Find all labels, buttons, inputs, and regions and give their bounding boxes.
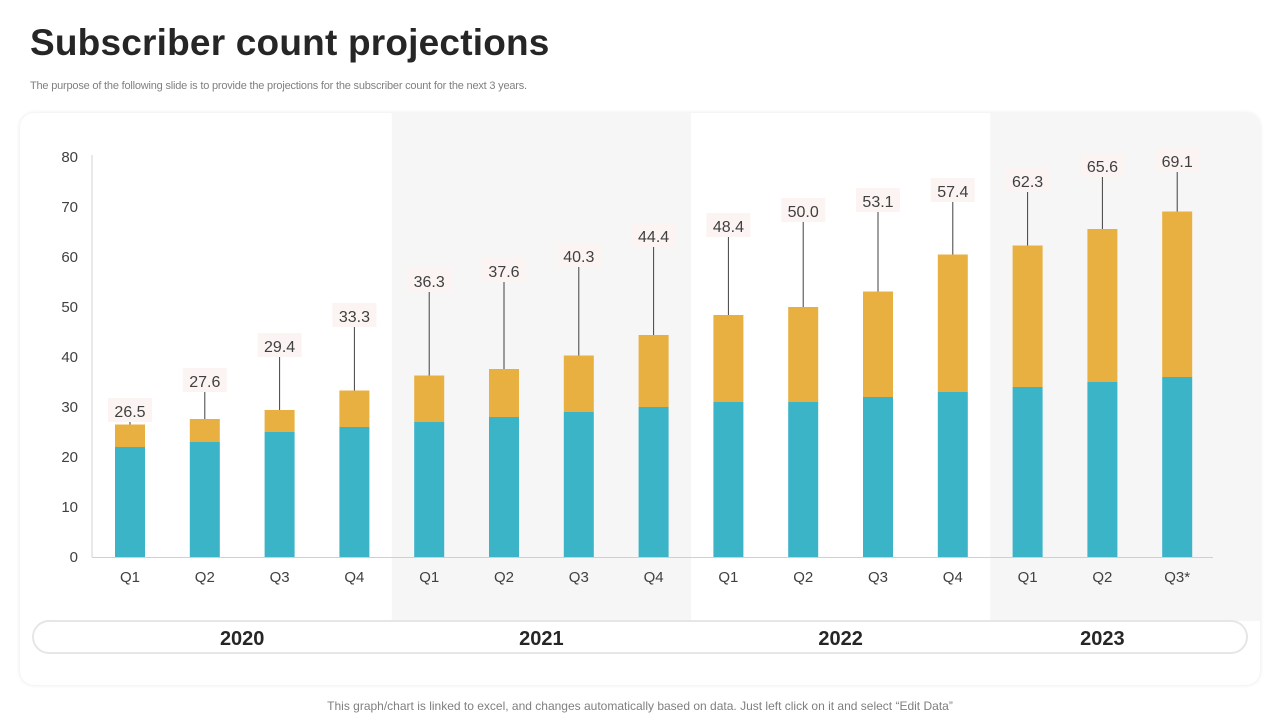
data-label: 33.3 [339, 309, 370, 326]
y-tick-label: 60 [61, 249, 78, 266]
x-tick-label: Q2 [793, 569, 813, 586]
data-label: 50.0 [788, 204, 819, 221]
x-tick-label: Q4 [644, 569, 664, 586]
page-title: Subscriber count projections [30, 22, 550, 63]
data-label: 27.6 [189, 374, 220, 391]
data-label-background [108, 398, 152, 422]
data-label-background [856, 188, 900, 212]
x-tick-label: Q3 [569, 569, 589, 586]
bar-base-segment [489, 417, 519, 557]
bar-base-segment [414, 422, 445, 557]
bar-increment-segment [414, 375, 445, 422]
x-tick-label: Q4 [943, 569, 963, 586]
data-label-background [556, 243, 601, 267]
data-label: 44.4 [638, 229, 669, 246]
data-label-background [1005, 168, 1050, 192]
data-label-background [781, 198, 826, 222]
bar-increment-segment [1012, 245, 1043, 387]
bar-increment-segment [189, 419, 220, 442]
data-label: 48.4 [713, 219, 744, 236]
bar-base-segment [563, 412, 594, 557]
bar-increment-segment [1087, 229, 1118, 382]
y-tick-label: 0 [70, 549, 78, 566]
year-label-2020: 2020 [220, 628, 265, 650]
bar-base-segment [788, 402, 819, 557]
data-label-background [1155, 148, 1200, 172]
year-band-pill [32, 620, 1248, 654]
bar-increment-segment [713, 315, 744, 402]
bar-increment-segment [563, 355, 594, 412]
bar-base-segment [937, 392, 968, 557]
bar-increment-segment [1162, 211, 1193, 377]
data-label: 62.3 [1012, 174, 1043, 191]
data-label-background [482, 258, 526, 282]
page-subtitle: The purpose of the following slide is to… [30, 80, 527, 92]
chart-card: 0 10 20 30 40 50 60 70 80 26.5 Q1 27.6 Q2 29.4 Q3 33.3 Q… [20, 113, 1260, 685]
y-tick-label: 10 [61, 499, 78, 516]
data-label-background [257, 333, 302, 357]
x-tick-label: Q3 [270, 569, 290, 586]
data-label-background [1080, 153, 1125, 177]
y-tick-label: 30 [61, 399, 78, 416]
bar-increment-segment [115, 424, 145, 447]
bar-base-segment [713, 402, 744, 557]
y-tick-label: 50 [61, 299, 78, 316]
year-label-2021: 2021 [519, 628, 564, 650]
x-tick-label: Q3 [868, 569, 888, 586]
x-tick-label: Q1 [120, 569, 140, 586]
bar-base-segment [863, 397, 893, 557]
year-label-2023: 2023 [1080, 628, 1125, 650]
data-label-background [706, 213, 751, 237]
data-label-background [407, 268, 452, 292]
footer-note: This graph/chart is linked to excel, and… [327, 699, 953, 713]
x-tick-label: Q2 [494, 569, 514, 586]
data-label: 29.4 [264, 339, 295, 356]
bar-increment-segment [264, 410, 295, 432]
data-label: 26.5 [114, 404, 145, 421]
bar-base-segment [339, 427, 370, 557]
bar-increment-segment [937, 254, 968, 392]
y-tick-label: 20 [61, 449, 78, 466]
x-tick-label: Q3* [1164, 569, 1190, 586]
data-label: 40.3 [563, 249, 594, 266]
data-label-background [332, 303, 377, 327]
bar-base-segment [115, 447, 145, 557]
bar-base-segment [189, 442, 220, 557]
x-tick-label: Q4 [344, 569, 364, 586]
data-label: 69.1 [1162, 154, 1193, 171]
x-tick-label: Q1 [419, 569, 439, 586]
bar-base-segment [1012, 387, 1043, 557]
year-label-2022: 2022 [818, 628, 863, 650]
bar-increment-segment [863, 291, 893, 397]
x-tick-label: Q1 [1018, 569, 1038, 586]
bar-increment-segment [788, 307, 819, 402]
bar-increment-segment [638, 335, 669, 407]
y-tick-label: 40 [61, 349, 78, 366]
bar-base-segment [1087, 382, 1118, 557]
bar-increment-segment [339, 390, 370, 427]
bar-base-segment [264, 432, 295, 557]
x-tick-label: Q1 [718, 569, 738, 586]
bar-increment-segment [489, 369, 519, 417]
y-tick-label: 80 [61, 149, 78, 166]
data-label-background [930, 178, 975, 202]
bar-base-segment [638, 407, 669, 557]
data-label: 36.3 [414, 274, 445, 291]
x-tick-label: Q2 [195, 569, 215, 586]
data-label: 53.1 [862, 194, 893, 211]
x-tick-label: Q2 [1092, 569, 1112, 586]
stacked-bar-chart: 0 10 20 30 40 50 60 70 80 26.5 Q1 27.6 Q2 29.4 Q3 33.3 Q… [32, 113, 1260, 654]
data-label: 57.4 [937, 184, 968, 201]
y-tick-label: 70 [61, 199, 78, 216]
data-label-background [631, 223, 676, 247]
data-label: 37.6 [488, 264, 519, 281]
data-label: 65.6 [1087, 159, 1118, 176]
bar-base-segment [1162, 377, 1193, 557]
data-label-background [182, 368, 227, 392]
